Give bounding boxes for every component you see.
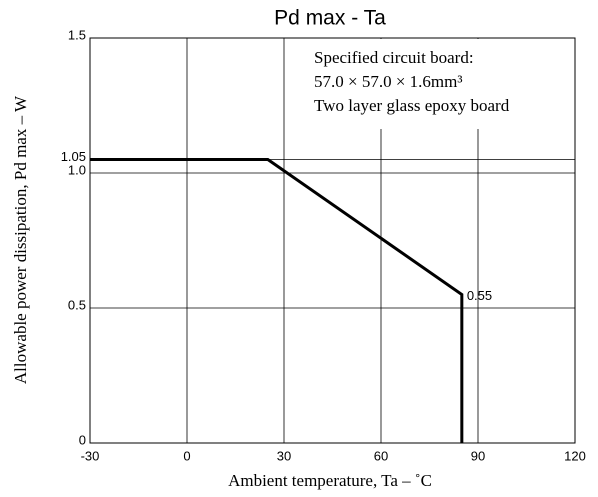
y-tick-label: 0.5 xyxy=(68,297,86,312)
x-tick-label: 120 xyxy=(564,448,586,463)
y-tick-label: 1.0 xyxy=(68,162,86,177)
annotation: Specified circuit board: xyxy=(314,48,474,67)
data-label: 0.55 xyxy=(467,288,492,303)
annotation-box xyxy=(303,39,574,129)
x-tick-label: 30 xyxy=(277,448,291,463)
annotation: 57.0 × 57.0 × 1.6mm³ xyxy=(314,72,462,91)
y-tick-label: 0 xyxy=(79,432,86,447)
y-axis-label: Allowable power dissipation, Pd max – W xyxy=(11,95,30,384)
y-tick-label: 1.05 xyxy=(61,149,86,164)
x-tick-label: 0 xyxy=(183,448,190,463)
plot-frame xyxy=(89,37,576,444)
annotation: Two layer glass epoxy board xyxy=(314,96,510,115)
y-tick-label: 1.5 xyxy=(68,27,86,42)
x-tick-label: 60 xyxy=(374,448,388,463)
data-line xyxy=(90,158,464,443)
x-tick-label: 90 xyxy=(471,448,485,463)
x-tick-label: -30 xyxy=(81,448,100,463)
x-axis-label: Ambient temperature, Ta – ˚C xyxy=(228,471,432,490)
chart-title: Pd max - Ta xyxy=(274,7,386,30)
